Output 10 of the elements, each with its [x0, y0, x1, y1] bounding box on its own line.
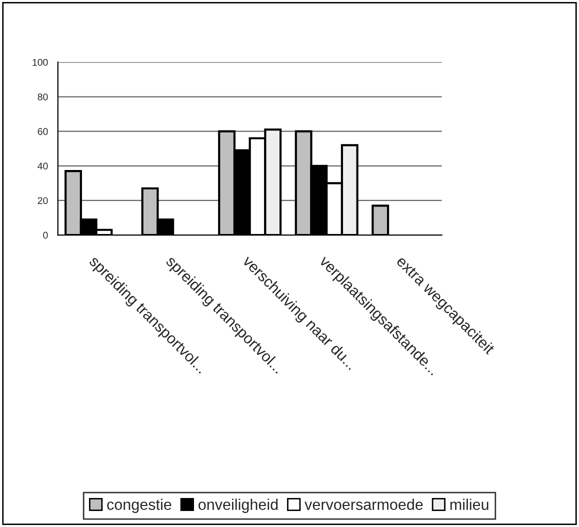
y-tick-label: 100 [32, 58, 48, 66]
y-tick-label: 40 [38, 162, 48, 170]
y-tick-label: 0 [43, 232, 48, 239]
legend-label: onveiligheid [198, 498, 278, 513]
legend-label: vervoersarmoede [304, 498, 423, 510]
y-tick-label: 60 [38, 128, 48, 135]
y-tick-label: 20 [38, 197, 48, 204]
legend-label: congestie [107, 498, 172, 513]
y-tick-label: 80 [38, 93, 48, 100]
legend-label: milieu [450, 498, 488, 510]
